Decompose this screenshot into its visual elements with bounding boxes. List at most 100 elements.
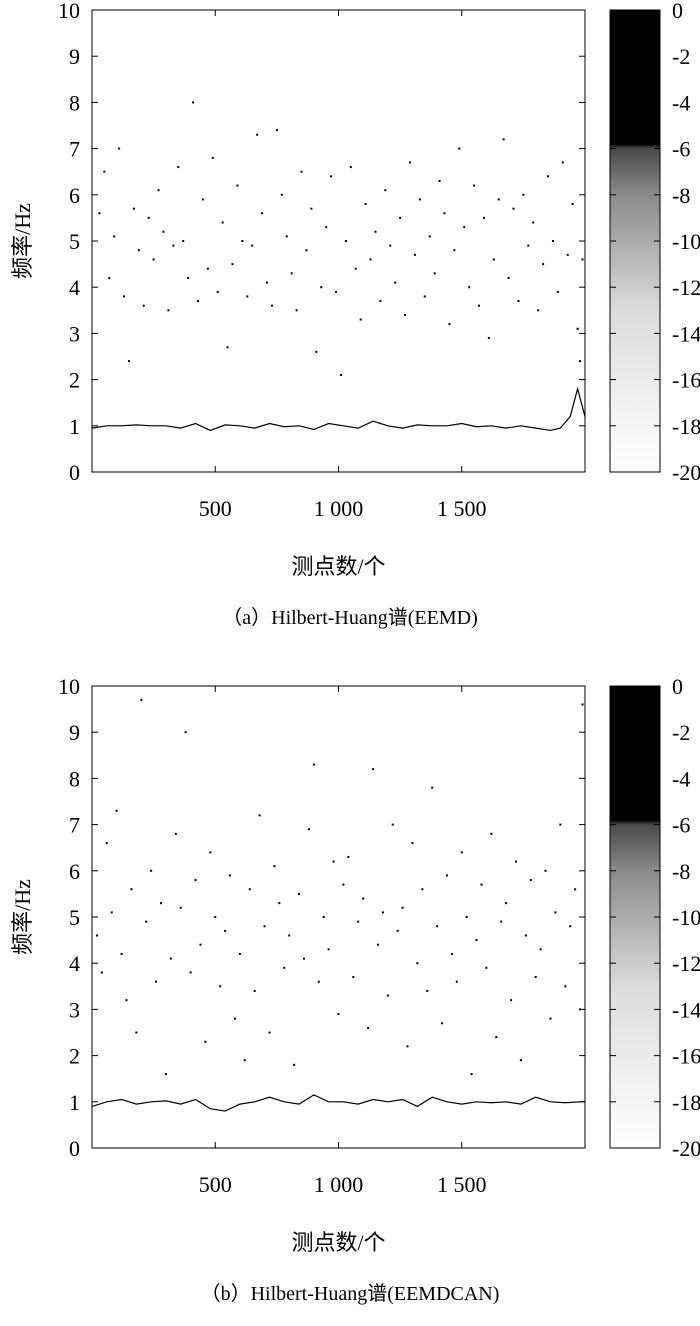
scatter-points [95, 698, 584, 1076]
scatter-point [470, 1073, 473, 1076]
scatter-point [261, 212, 264, 215]
scatter-point [172, 244, 175, 247]
scatter-point [475, 939, 478, 942]
scatter-point [480, 883, 483, 886]
scatter-point [426, 989, 429, 992]
x-tick-label: 500 [199, 1172, 232, 1197]
scatter-point [231, 263, 234, 266]
y-axis-title: 频率/Hz [10, 203, 35, 279]
scatter-point [290, 272, 293, 275]
scatter-point [147, 216, 150, 219]
scatter-point [514, 860, 517, 863]
scatter-point [458, 147, 461, 150]
y-tick-label: 5 [69, 905, 80, 930]
scatter-point [465, 916, 468, 918]
scatter-point [396, 929, 399, 932]
scatter-point [263, 925, 266, 928]
scatter-point [445, 874, 448, 877]
colorbar-tick-label: -18 [672, 1090, 700, 1115]
scatter-point [367, 1026, 370, 1029]
colorbar-tick-label: -6 [672, 137, 690, 162]
scatter-point [428, 235, 431, 238]
scatter-point [404, 313, 407, 316]
scatter-point [226, 346, 229, 349]
scatter-point [354, 267, 357, 270]
scatter-point [529, 879, 532, 882]
scatter-point [490, 832, 493, 835]
scatter-point [325, 226, 328, 229]
y-tick-label: 9 [69, 44, 80, 69]
x-tick-label: 1 000 [314, 496, 364, 521]
scatter-point [436, 925, 439, 928]
figure-caption: （b）Hilbert-Huang谱(EEMDCAN) [201, 1282, 500, 1305]
y-tick-label: 4 [69, 275, 80, 300]
scatter-point [347, 855, 350, 858]
colorbar-tick-label: -10 [672, 905, 700, 930]
y-tick-label: 10 [58, 676, 80, 699]
colorbar-tick-label: -20 [672, 460, 700, 485]
scatter-point [241, 240, 244, 242]
scatter-point [372, 768, 375, 771]
scatter-point [189, 971, 192, 974]
colorbar-tick-label: -14 [672, 321, 700, 346]
scatter-point [487, 337, 490, 340]
scatter-point [438, 179, 441, 182]
scatter-point [229, 874, 232, 877]
hilbert-huang-chart-b: 0 1 2 3 4 5 6 7 8 9 10 500 1 000 1 500 测点数/个 频率/Hz 0 -2 -4… [10, 674, 700, 1305]
scatter-point [209, 851, 212, 854]
scatter-point [463, 226, 466, 229]
scatter-point [204, 1040, 207, 1043]
scatter-point [510, 999, 513, 1002]
scatter-point [537, 309, 540, 312]
scatter-point [332, 860, 335, 863]
scatter-point [330, 175, 333, 178]
scatter-point [473, 184, 476, 187]
figure-caption: （a）Hilbert-Huang谱(EEMD) [222, 606, 478, 629]
scatter-point [270, 304, 273, 307]
y-tick-label: 8 [69, 766, 80, 791]
scatter-point [305, 249, 308, 252]
scatter-points [98, 101, 584, 376]
colorbar-tick-label: -2 [672, 720, 690, 745]
scatter-point [285, 235, 288, 238]
scatter-point [233, 1017, 236, 1020]
scatter-point [317, 980, 320, 983]
scatter-point [108, 276, 111, 279]
scatter-point [113, 235, 116, 238]
scatter-point [246, 295, 249, 298]
scatter-point [482, 216, 485, 219]
scatter-point [561, 161, 564, 164]
scatter-point [374, 230, 377, 233]
hilbert-huang-chart-a: 0 1 2 3 4 5 6 7 8 9 10 500 1 000 1 500 测点数/个 频率/Hz 0 -2 -4… [10, 0, 700, 629]
scatter-point [140, 698, 143, 701]
ridge-line [91, 386, 586, 432]
y-tick-label: 3 [69, 997, 80, 1022]
scatter-point [115, 809, 118, 812]
scatter-point [214, 916, 217, 918]
colorbar-tick-label: -20 [672, 1136, 700, 1161]
scatter-point [512, 207, 515, 210]
scatter-point [182, 240, 185, 242]
scatter-point [369, 258, 372, 261]
scatter-point [431, 786, 434, 789]
scatter-point [248, 888, 251, 891]
scatter-point [137, 249, 140, 252]
x-tick-label: 1 000 [314, 1172, 364, 1197]
scatter-point [288, 934, 291, 937]
scatter-point [492, 258, 495, 261]
scatter-point [359, 318, 362, 321]
scatter-point [497, 198, 500, 201]
scatter-point [349, 166, 352, 169]
colorbar-tick-label: -2 [672, 44, 690, 69]
scatter-point [519, 1059, 522, 1062]
scatter-point [527, 244, 530, 247]
scatter-point [275, 129, 278, 132]
scatter-point [559, 823, 562, 826]
scatter-point [302, 957, 305, 960]
scatter-point [566, 253, 569, 256]
y-tick-label: 5 [69, 229, 80, 254]
scatter-point [174, 832, 177, 835]
scatter-point [268, 1031, 271, 1034]
scatter-point [253, 989, 256, 992]
scatter-point [118, 147, 121, 150]
